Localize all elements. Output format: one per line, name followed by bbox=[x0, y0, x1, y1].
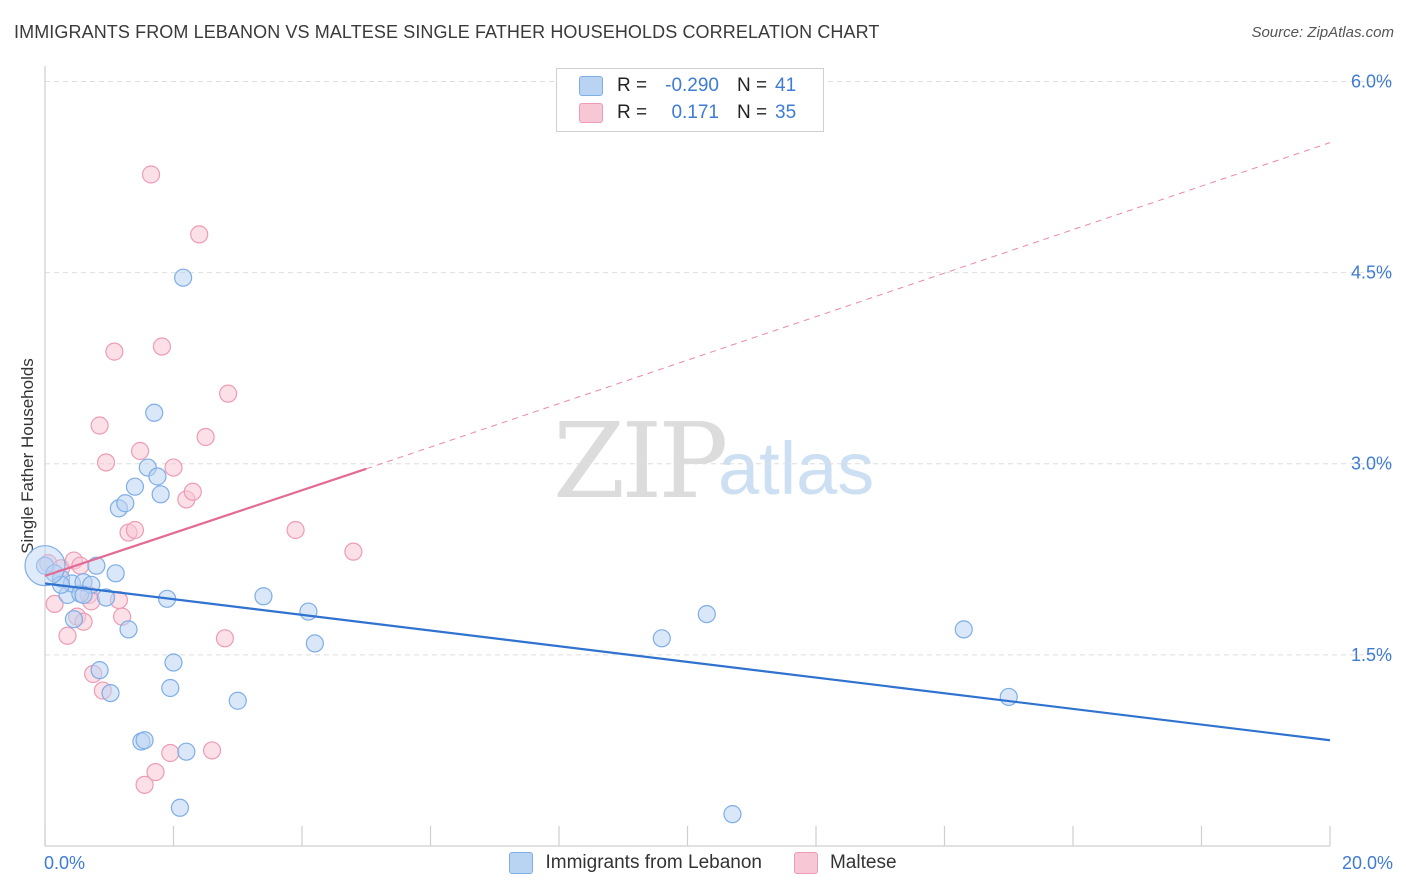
maltese-point bbox=[152, 337, 172, 356]
lebanon-point bbox=[954, 620, 973, 639]
y-tick-label: 3.0% bbox=[1351, 454, 1392, 474]
source-credit: Source: ZipAtlas.com bbox=[1251, 24, 1394, 41]
lebanon-point bbox=[254, 587, 273, 606]
lebanon-point bbox=[697, 604, 716, 624]
x-tick-label: 20.0% bbox=[1342, 853, 1393, 873]
maltese-point bbox=[96, 453, 116, 472]
axes bbox=[44, 66, 1331, 847]
correlation-legend: R = -0.290 N = 41 R = 0.171 N = 35 bbox=[556, 68, 824, 132]
lebanon-point bbox=[87, 556, 106, 575]
lebanon-cluster-point bbox=[24, 545, 66, 587]
maltese-point bbox=[219, 384, 238, 403]
maltese-point bbox=[125, 520, 145, 540]
lebanon-point bbox=[164, 653, 183, 672]
maltese-trend-extension bbox=[366, 142, 1331, 470]
maltese-point bbox=[202, 741, 222, 760]
maltese-point bbox=[58, 626, 77, 645]
maltese-point bbox=[164, 458, 183, 477]
chart-title: IMMIGRANTS FROM LEBANON VS MALTESE SINGL… bbox=[14, 22, 880, 42]
lebanon-point bbox=[723, 805, 742, 824]
lebanon-point bbox=[161, 678, 180, 698]
lebanon-point bbox=[177, 742, 196, 761]
x-tick-label: 0.0% bbox=[44, 853, 85, 873]
lebanon-point bbox=[299, 602, 318, 621]
maltese-point bbox=[141, 165, 161, 184]
lebanon-point bbox=[148, 467, 167, 486]
lebanon-point bbox=[74, 585, 93, 605]
maltese-point bbox=[105, 342, 124, 361]
lebanon-point bbox=[652, 629, 671, 648]
legend-swatch-maltese bbox=[793, 852, 818, 874]
maltese-point bbox=[130, 441, 150, 461]
legend-n-label: N = bbox=[737, 75, 768, 96]
watermark-atlas: atlas bbox=[718, 427, 875, 510]
trend-lines bbox=[44, 142, 1331, 742]
legend-item-maltese: Maltese bbox=[793, 852, 897, 874]
legend-item-lebanon: Immigrants from Lebanon bbox=[509, 852, 762, 874]
legend-label-maltese: Maltese bbox=[829, 852, 897, 873]
lebanon-point bbox=[106, 564, 125, 583]
maltese-trend-line bbox=[44, 467, 367, 577]
legend-n-value: 41 bbox=[775, 75, 797, 96]
maltese-point bbox=[161, 743, 180, 763]
legend-row-lebanon: R = -0.290 N = 41 bbox=[579, 74, 796, 98]
maltese-point bbox=[215, 629, 234, 648]
legend-r-label: R = bbox=[617, 102, 648, 123]
maltese-point bbox=[146, 762, 165, 782]
maltese-point bbox=[90, 416, 109, 435]
legend-swatch-lebanon bbox=[509, 852, 534, 874]
lebanon-point bbox=[151, 485, 170, 504]
maltese-point bbox=[344, 542, 363, 561]
lebanon-point bbox=[135, 731, 154, 750]
maltese-point bbox=[183, 482, 202, 501]
lebanon-point bbox=[116, 494, 135, 513]
legend-n-value: 35 bbox=[775, 102, 797, 123]
maltese-point bbox=[45, 594, 64, 614]
lebanon-point bbox=[170, 798, 190, 817]
legend-swatch-lebanon bbox=[579, 76, 603, 96]
lebanon-point bbox=[96, 588, 116, 607]
legend-swatch-maltese bbox=[579, 103, 603, 123]
legend-r-value: 0.171 bbox=[671, 102, 719, 123]
series-legend: Immigrants from Lebanon Maltese bbox=[0, 852, 1406, 874]
lebanon-point bbox=[125, 477, 145, 496]
lebanon-point bbox=[174, 268, 193, 287]
lebanon-point bbox=[145, 403, 164, 422]
y-tick-label: 4.5% bbox=[1351, 263, 1392, 283]
lebanon-point bbox=[119, 620, 138, 639]
maltese-point bbox=[190, 225, 209, 244]
y-tick-label: 6.0% bbox=[1351, 71, 1392, 91]
data-points bbox=[24, 165, 1018, 824]
maltese-point bbox=[286, 520, 305, 540]
legend-r-label: R = bbox=[617, 75, 648, 96]
lebanon-trend-line bbox=[44, 582, 1331, 742]
lebanon-point bbox=[90, 661, 109, 680]
y-tick-label: 1.5% bbox=[1351, 645, 1392, 665]
lebanon-point bbox=[64, 610, 84, 629]
legend-r-value: -0.290 bbox=[665, 75, 719, 96]
lebanon-point bbox=[305, 634, 324, 653]
watermark-zip: ZIP bbox=[553, 400, 728, 522]
legend-label-lebanon: Immigrants from Lebanon bbox=[545, 852, 762, 873]
maltese-point bbox=[135, 775, 154, 794]
maltese-point bbox=[196, 427, 215, 447]
lebanon-point bbox=[228, 691, 247, 710]
legend-n-label: N = bbox=[737, 102, 768, 123]
lebanon-point bbox=[101, 683, 120, 703]
legend-row-maltese: R = 0.171 N = 35 bbox=[579, 101, 796, 125]
grid bbox=[45, 80, 1392, 656]
tick-labels: 1.5% 3.0% 4.5% 6.0% 0.0% 20.0% bbox=[44, 71, 1393, 873]
